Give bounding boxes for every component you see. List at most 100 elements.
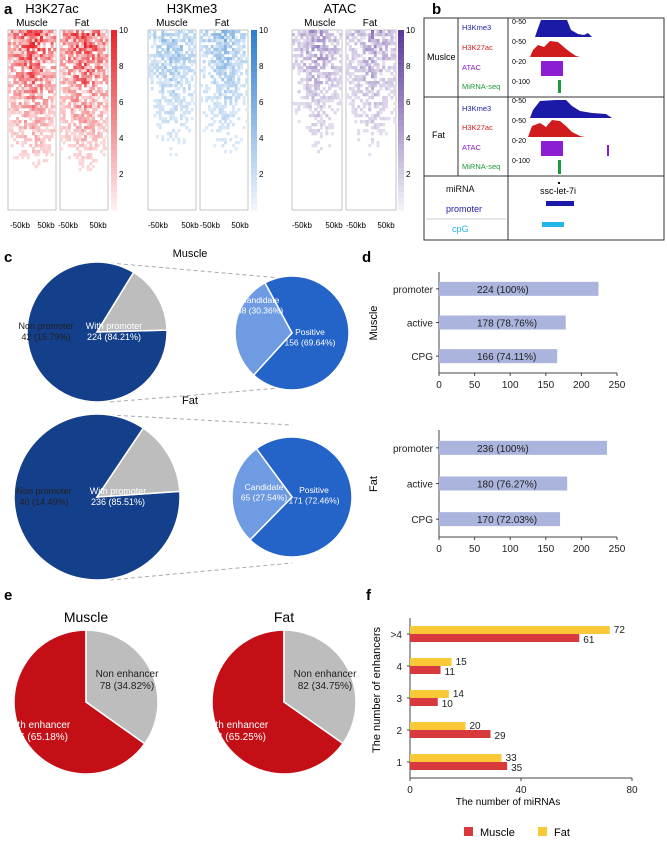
heatmap-cell (328, 87, 332, 91)
heatmap-cell (158, 72, 162, 76)
heatmap-cell (213, 60, 217, 64)
heatmap-cell (205, 114, 209, 118)
heatmap-cell (21, 33, 25, 37)
heatmap-cell (336, 51, 340, 55)
heatmap-cell (84, 117, 87, 121)
heatmap-cell (40, 60, 43, 64)
heatmap-cell (94, 36, 98, 40)
heatmap-cell (100, 57, 103, 61)
heatmap-cell (81, 117, 85, 121)
heatmap-cell (226, 66, 230, 70)
heatmap-cell (50, 78, 54, 82)
heatmap-cell (305, 33, 309, 37)
heatmap-cell (303, 48, 307, 52)
heatmap-cell (208, 36, 211, 40)
heatmap-cell (13, 108, 17, 112)
heatmap-cell (156, 123, 159, 127)
heatmap-cell (325, 72, 329, 76)
heatmap-cell (161, 93, 165, 97)
heatmap-cell (357, 78, 361, 82)
heatmap-cell (240, 84, 243, 88)
heatmap-cell (164, 72, 167, 76)
heatmap-cell (105, 117, 109, 121)
heatmap-cell (73, 42, 77, 46)
heatmap-cell (84, 120, 87, 124)
heatmap-cell (213, 45, 217, 49)
heatmap-cell (65, 96, 69, 100)
heatmap-cell (24, 57, 27, 61)
heatmap-cell (221, 45, 225, 49)
heatmap-cell (18, 75, 22, 79)
heatmap-cell (330, 81, 334, 85)
heatmap-cell (346, 57, 350, 61)
pie-slice-0 (13, 629, 146, 775)
heatmap-cell (50, 108, 54, 112)
heatmap-cell (166, 39, 170, 43)
heatmap-cell (376, 93, 380, 97)
heatmap-cell (84, 78, 87, 82)
heatmap-cell (172, 78, 175, 82)
heatmap-cell (21, 132, 25, 136)
heatmap-cell (81, 156, 85, 160)
heatmap-cell (311, 33, 315, 37)
colorbar-step (398, 156, 404, 163)
heatmap-cell (24, 96, 27, 100)
heatmap-cell (177, 39, 181, 43)
heatmap-cell (29, 108, 33, 112)
heatmap-cell (339, 99, 343, 103)
heatmap-cell (156, 36, 159, 40)
heatmap-cell (50, 51, 54, 55)
heatmap-cell (387, 84, 391, 88)
heatmap-cell (21, 69, 25, 73)
heatmap-cell (78, 66, 82, 70)
heatmap-cell (105, 108, 109, 112)
heatmap-cell (16, 45, 19, 49)
heatmap-cell (50, 135, 54, 139)
heatmap-cell (166, 33, 170, 37)
heatmap-cell (226, 42, 230, 46)
colorbar-step (251, 72, 257, 79)
heatmap-cell (40, 48, 43, 52)
heatmap-cell (97, 39, 101, 43)
heatmap-cell (86, 132, 90, 136)
heatmap-cell (346, 30, 350, 34)
heatmap-cell (218, 126, 222, 130)
heatmap-cell (102, 144, 106, 148)
pie-label: Candidate (245, 482, 284, 492)
heatmap-cell (8, 75, 11, 79)
legend-label-fat: Fat (554, 827, 570, 839)
heatmap-cell (32, 33, 35, 37)
heatmap-cell (73, 33, 77, 37)
heatmap-cell (193, 84, 197, 88)
heatmap-cell (34, 114, 38, 118)
heatmap-cell (50, 66, 54, 70)
heatmap-cell (382, 30, 386, 34)
heatmap-cell (193, 69, 197, 73)
heatmap-cell (210, 66, 214, 70)
heatmap-cell (24, 126, 27, 130)
heatmap-cell (218, 87, 222, 91)
heatmap-cell (37, 162, 41, 166)
heatmap-cell (84, 42, 87, 46)
heatmap-cell (48, 129, 51, 133)
heatmap-cell (379, 51, 383, 55)
heatmap-cell (232, 51, 235, 55)
heatmap-cell (34, 165, 38, 169)
heatmap-cell (234, 135, 238, 139)
bar-value-label: 170 (72.03%) (477, 515, 537, 526)
heatmap-cell (78, 138, 82, 142)
heatmap-cell (13, 33, 17, 37)
panel-f-legend: Muscle Fat (464, 827, 570, 839)
heatmap-cell (393, 30, 397, 34)
heatmap-cell (185, 117, 189, 121)
heatmap-cell (89, 69, 93, 73)
heatmap-cell (322, 57, 326, 61)
heatmap-cell (153, 39, 157, 43)
heatmap-cell (292, 63, 296, 67)
heatmap-cell (65, 135, 69, 139)
heatmap-cell (26, 114, 30, 118)
heatmap-cell (164, 66, 167, 70)
bar-value-label: 72 (614, 625, 626, 636)
heatmap-cell (213, 69, 217, 73)
heatmap-cell (180, 48, 183, 52)
